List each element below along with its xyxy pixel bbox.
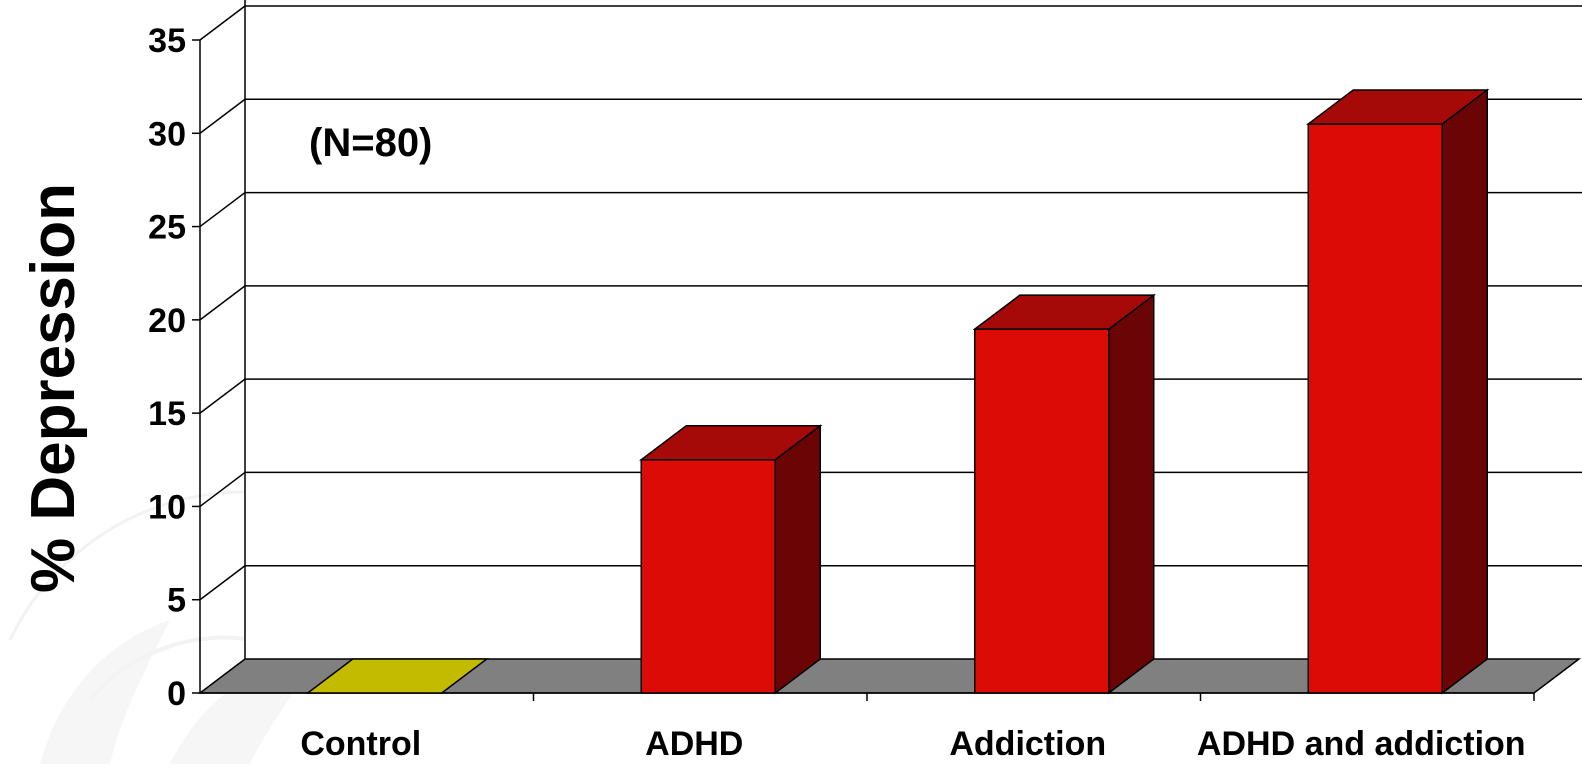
- bar-top-adhd: [639, 425, 823, 461]
- y-tick-label: 30: [148, 115, 186, 153]
- plot-area: 0 5 10 15 20 25 30 35 Control ADHD Addiction ADHD a…: [148, 0, 1582, 763]
- x-tick-label: ADHD: [645, 725, 743, 763]
- x-tick-label: ADHD and addiction: [1197, 725, 1526, 763]
- side-wall-gridline: [199, 471, 246, 508]
- x-tick-label: Control: [300, 725, 421, 763]
- bar-adhd-and-addiction: [1307, 123, 1443, 694]
- y-axis-label: % Depression: [19, 183, 88, 593]
- bar-side-adhd: [774, 424, 821, 695]
- side-wall-gridline: [199, 565, 246, 601]
- bar-addiction: [974, 328, 1110, 694]
- y-tick-label: 15: [148, 395, 186, 433]
- bar-side-addiction: [1108, 293, 1155, 695]
- y-tick-label: 25: [148, 209, 186, 247]
- side-wall-gridline: [199, 98, 246, 134]
- y-tick-label: 10: [148, 488, 186, 526]
- y-tick-label: 20: [148, 302, 186, 340]
- side-wall-gridline: [199, 378, 246, 414]
- sample-size-annotation: (N=80): [309, 121, 432, 165]
- side-wall-gridline: [199, 285, 246, 321]
- bar-side-adhd-and-addiction: [1441, 88, 1488, 695]
- bar-adhd: [640, 459, 776, 694]
- side-wall-gridline: [199, 5, 246, 41]
- y-tick-label: 0: [167, 675, 186, 713]
- y-tick-label: 5: [167, 582, 186, 620]
- x-tick-label: Addiction: [949, 725, 1106, 763]
- bar-control: [305, 658, 489, 694]
- bar-top-adhd-and-addiction: [1306, 89, 1490, 125]
- side-wall-gridline: [199, 191, 246, 228]
- bar-top-addiction: [972, 294, 1156, 330]
- y-tick-label: 35: [148, 22, 186, 60]
